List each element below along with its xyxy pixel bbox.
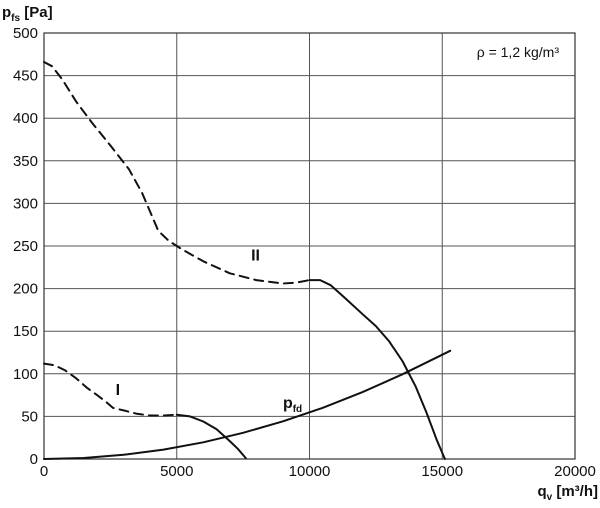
y-tick-label: 100 <box>13 366 38 383</box>
y-tick-label: 350 <box>13 153 38 170</box>
density-annotation: ρ = 1,2 kg/m³ <box>477 44 560 60</box>
y-tick-label: 250 <box>13 238 38 255</box>
x-tick-label: 15000 <box>421 463 463 480</box>
y-tick-label: 0 <box>30 451 38 468</box>
y-tick-label: 50 <box>21 408 38 425</box>
curve-i-dashed <box>43 362 178 417</box>
y-tick-label: 200 <box>13 281 38 298</box>
y-tick-label: 500 <box>13 25 38 42</box>
x-tick-label: 0 <box>40 463 48 480</box>
curve-ii-solid <box>308 279 446 460</box>
curve-ii-dashed <box>43 61 311 285</box>
y-tick-label: 300 <box>13 195 38 212</box>
grid-lines <box>44 33 575 459</box>
curve-i-solid <box>175 413 247 460</box>
x-tick-label: 20000 <box>554 463 596 480</box>
curve-label: I <box>116 382 120 399</box>
curves <box>43 61 452 460</box>
y-tick-label: 400 <box>13 110 38 127</box>
curve-label: pfd <box>283 395 302 415</box>
curve-label: II <box>251 247 260 264</box>
x-tick-label: 10000 <box>289 463 331 480</box>
x-axis-label: qv [m³/h] <box>537 483 598 503</box>
x-tick-label: 5000 <box>160 463 193 480</box>
x-tick-labels: 0 5000 10000 15000 20000 <box>40 463 596 480</box>
curve-pfd-solid <box>43 349 452 460</box>
plot-frame <box>43 32 576 460</box>
y-tick-labels: 0 50 100 150 200 250 300 350 400 450 500 <box>13 25 38 468</box>
y-tick-label: 150 <box>13 323 38 340</box>
y-tick-label: 450 <box>13 68 38 85</box>
y-axis-label: pfs [Pa] <box>2 4 53 24</box>
